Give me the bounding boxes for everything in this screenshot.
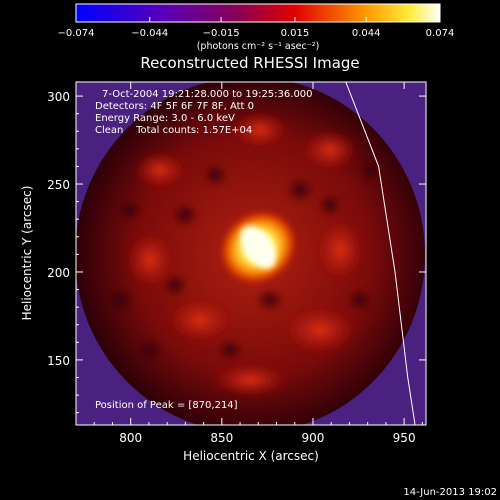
colorbar-tick-label: 0.044	[352, 28, 381, 39]
annotation-block: 7-Oct-2004 19:21:28.000 to 19:25:36.000 …	[95, 89, 313, 136]
annotation-clean-counts: Clean Total counts: 1.57E+04	[95, 125, 252, 136]
solar-limb-line	[345, 82, 416, 425]
colorbar-tick-label: 0.074	[426, 28, 455, 39]
x-tick-label: 850	[210, 431, 233, 445]
annotation-detectors: Detectors: 4F 5F 6F 7F 8F, Att 0	[95, 101, 254, 112]
y-tick-label: 150	[47, 354, 70, 368]
footer-timestamp: 14-Jun-2013 19:02	[403, 487, 497, 498]
colorbar-ticks: −0.074 −0.044 −0.015 0.015 0.044 0.074	[57, 17, 454, 39]
x-axis-label: Heliocentric X (arcsec)	[183, 449, 319, 463]
emission-texture	[104, 110, 382, 398]
y-tick-label: 200	[47, 266, 70, 280]
colorbar-tick-label: −0.044	[131, 28, 168, 39]
y-axis-label: Heliocentric Y (arcsec)	[20, 186, 34, 321]
x-tick-label: 800	[119, 431, 142, 445]
annotation-time-range: 7-Oct-2004 19:21:28.000 to 19:25:36.000	[102, 89, 313, 100]
colorbar-tick-label: −0.015	[203, 28, 240, 39]
peak-core	[240, 226, 277, 269]
heatmap	[76, 82, 426, 425]
x-tick-label: 900	[302, 431, 325, 445]
colorbar-tick-label: −0.074	[57, 28, 94, 39]
colorbar: −0.074 −0.044 −0.015 0.015 0.044 0.074 (photo…	[57, 3, 454, 52]
y-tick-label: 250	[47, 178, 70, 192]
x-axis: 800 850 900 950	[93, 82, 423, 445]
colorbar-units: (photons cm⁻² s⁻¹ asec⁻²)	[197, 41, 320, 52]
y-tick-label: 300	[47, 90, 70, 104]
peak-position-label: Position of Peak = [870,214]	[95, 400, 238, 411]
colorbar-tick-label: 0.015	[281, 28, 310, 39]
annotation-energy-range: Energy Range: 3.0 - 6.0 keV	[95, 113, 235, 124]
y-axis: 150 200 250 300	[47, 90, 426, 414]
plot-frame	[75, 81, 427, 426]
colorbar-gradient	[75, 3, 441, 23]
x-tick-label: 950	[393, 431, 416, 445]
chart-title: Reconstructed RHESSI Image	[140, 54, 359, 72]
